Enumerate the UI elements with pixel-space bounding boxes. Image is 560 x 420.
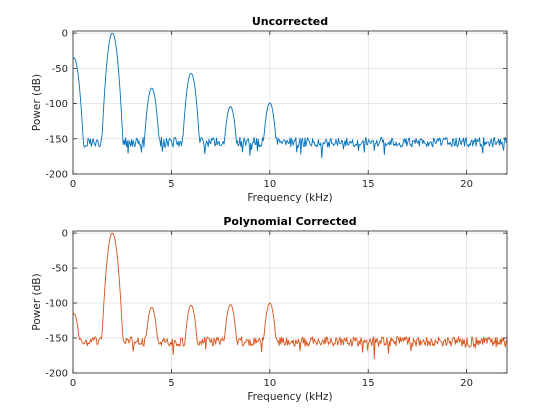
y-tick-label: -100: [45, 99, 68, 110]
chart-title: Uncorrected: [252, 15, 328, 28]
x-tick-labels: 0 5 10 15 20: [70, 179, 473, 190]
x-tick-label: 10: [263, 179, 276, 190]
subplot-polynomial-corrected: 0 5 10 15 20 0 -50 -100 -150 -200 Polynomial Cor…: [31, 215, 508, 403]
x-tick-label: 0: [70, 378, 76, 389]
x-tick-labels: 0 5 10 15 20: [70, 378, 473, 389]
subplot-uncorrected: 0 5 10 15 20 0 -50 -100 -150 -200 Uncorrected Fr…: [31, 15, 508, 204]
axes-frame: [72, 30, 508, 175]
y-tick-label: 0: [62, 29, 68, 40]
y-tick-labels: 0 -50 -100 -150 -200: [45, 229, 68, 380]
x-tick-label: 20: [460, 179, 473, 190]
y-tick-label: -50: [52, 264, 68, 275]
x-tick-label: 5: [168, 179, 174, 190]
x-tick-label: 15: [362, 378, 375, 389]
x-tick-label: 15: [362, 179, 375, 190]
x-axis-label: Frequency (kHz): [247, 391, 332, 403]
axes-box: [72, 230, 508, 374]
y-tick-label: -50: [52, 64, 68, 75]
y-axis-label: Power (dB): [31, 74, 43, 131]
x-tick-label: 0: [70, 179, 76, 190]
y-tick-label: -100: [45, 299, 68, 310]
y-tick-label: -150: [45, 334, 68, 345]
series-line-uncorrected: [72, 32, 508, 159]
x-axis-label: Frequency (kHz): [247, 192, 332, 204]
x-tick-label: 20: [460, 378, 473, 389]
axes-frame: [72, 230, 508, 374]
grid: [72, 231, 507, 374]
x-tick-label: 10: [263, 378, 276, 389]
y-tick-label: -200: [45, 369, 68, 380]
y-tick-label: -150: [45, 134, 68, 145]
grid: [72, 31, 507, 175]
y-tick-label: 0: [62, 229, 68, 240]
chart-title: Polynomial Corrected: [223, 215, 356, 228]
axes-box: [72, 30, 508, 175]
y-tick-label: -200: [45, 170, 68, 181]
x-tick-label: 5: [168, 378, 174, 389]
y-axis-label: Power (dB): [31, 273, 43, 330]
series-line-polynomial-corrected: [72, 232, 508, 360]
y-tick-labels: 0 -50 -100 -150 -200: [45, 29, 68, 181]
